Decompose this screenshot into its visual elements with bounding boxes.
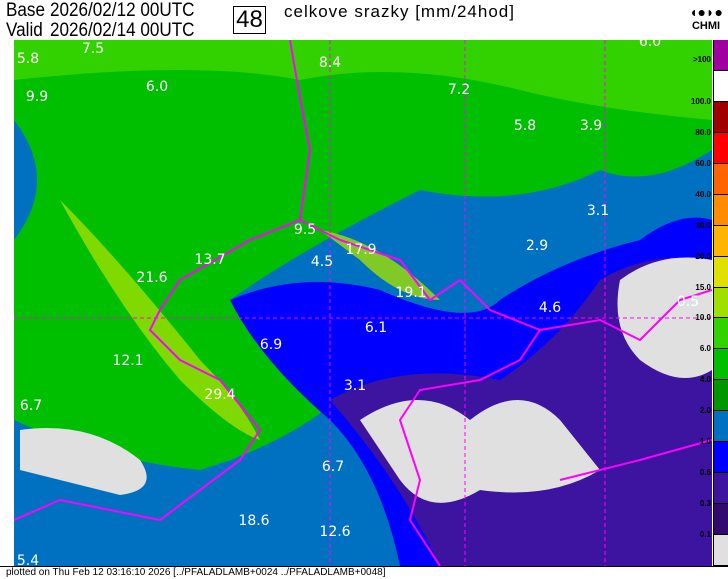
precip-value-label: 13.7 bbox=[194, 252, 225, 268]
legend-label: 0.6 bbox=[699, 468, 711, 478]
legend-swatch bbox=[714, 504, 728, 535]
precip-value-label: 5.4 bbox=[17, 553, 39, 566]
precip-value-label: 3.1 bbox=[344, 378, 366, 394]
legend-swatch bbox=[714, 225, 728, 257]
precip-value-label: 8.4 bbox=[319, 55, 341, 71]
legend-swatch bbox=[714, 163, 728, 195]
precip-value-label: 0.5 bbox=[677, 294, 699, 310]
legend-label: 1.0 bbox=[699, 437, 711, 447]
legend-label: >100 bbox=[692, 55, 711, 65]
precip-value-label: 6.1 bbox=[365, 320, 387, 336]
legend-swatch bbox=[714, 349, 728, 381]
legend-swatch bbox=[714, 101, 728, 133]
precip-value-label: 4.5 bbox=[311, 254, 333, 270]
precip-value-label: 7.2 bbox=[448, 82, 470, 98]
legend-swatch bbox=[714, 473, 728, 505]
legend-swatch bbox=[714, 132, 728, 164]
chmi-logo: ◖●◗● CHMI bbox=[689, 4, 723, 32]
precip-value-label: 18.6 bbox=[238, 513, 269, 529]
legend-label: 80.0 bbox=[695, 127, 711, 137]
precip-value-label: 6.7 bbox=[20, 398, 42, 414]
legend-label: 2.0 bbox=[699, 406, 711, 416]
legend-label: 15.0 bbox=[695, 282, 711, 292]
legend-label: 10.0 bbox=[695, 313, 711, 323]
legend-swatch bbox=[714, 380, 728, 412]
legend-label: 4.0 bbox=[699, 375, 711, 385]
legend-label: 6.0 bbox=[699, 344, 711, 354]
precip-value-label: 6.0 bbox=[146, 79, 168, 95]
map-title: celkove srazky [mm/24hod] bbox=[284, 2, 515, 21]
precip-value-label: 2.9 bbox=[526, 238, 548, 254]
legend-label: 60.0 bbox=[695, 158, 711, 168]
footer-plot-info: plotted on Thu Feb 12 03:16:10 2026 [../… bbox=[0, 566, 728, 578]
valid-time: 2026/02/14 00UTC bbox=[50, 20, 195, 41]
base-time: 2026/02/12 00UTC bbox=[50, 0, 195, 21]
precip-value-label: 7.5 bbox=[82, 41, 104, 57]
valid-label: Valid bbox=[6, 20, 43, 41]
precip-value-label: 6.7 bbox=[322, 459, 344, 475]
precip-value-label: 6.0 bbox=[639, 40, 661, 50]
precip-value-label: 21.6 bbox=[136, 270, 167, 286]
legend-swatch bbox=[714, 442, 728, 474]
legend-swatch bbox=[714, 318, 728, 350]
legend-label: 100.0 bbox=[690, 96, 711, 106]
precip-value-label: 5.8 bbox=[514, 118, 536, 134]
color-legend: >100 100.0 80.0 60.0 40.0 30.0 20.0 15.0 10.0 6.0… bbox=[691, 40, 728, 566]
precip-value-label: 9.5 bbox=[294, 222, 316, 238]
precip-value-label: 9.9 bbox=[26, 89, 48, 105]
legend-swatch bbox=[714, 70, 728, 102]
precip-value-label: 3.1 bbox=[587, 203, 609, 219]
forecast-hour: 48 bbox=[233, 6, 266, 34]
legend-label: 0.3 bbox=[699, 499, 711, 509]
legend-label: 0.1 bbox=[699, 530, 711, 540]
precip-value-label: 4.6 bbox=[539, 300, 561, 316]
legend-label: 30.0 bbox=[695, 220, 711, 230]
precip-value-label: 5.8 bbox=[17, 51, 39, 67]
precip-value-label: 17.9 bbox=[345, 242, 376, 258]
legend-swatch bbox=[714, 194, 728, 226]
legend-swatch bbox=[714, 535, 728, 566]
legend-label: 40.0 bbox=[695, 189, 711, 199]
precip-value-label: 29.4 bbox=[204, 387, 235, 403]
precip-value-label: 12.6 bbox=[319, 524, 350, 540]
legend-swatch bbox=[714, 411, 728, 443]
base-label: Base bbox=[6, 0, 45, 21]
precip-value-label: 19.1 bbox=[395, 285, 426, 301]
legend-swatch bbox=[714, 287, 728, 319]
precipitation-map: 5.8 7.5 9.9 6.0 8.4 7.2 5.8 6.0 3.9 3.1 2.9 9.5 17.9… bbox=[14, 40, 712, 566]
legend-swatch bbox=[714, 40, 728, 71]
precip-value-label: 12.1 bbox=[112, 353, 143, 369]
legend-swatch bbox=[714, 256, 728, 288]
header: Base 2026/02/12 00UTC Valid 2026/02/14 0… bbox=[0, 0, 728, 40]
precip-value-label: 3.9 bbox=[580, 118, 602, 134]
precip-value-label: 6.9 bbox=[260, 337, 282, 353]
legend-label: 20.0 bbox=[695, 251, 711, 261]
